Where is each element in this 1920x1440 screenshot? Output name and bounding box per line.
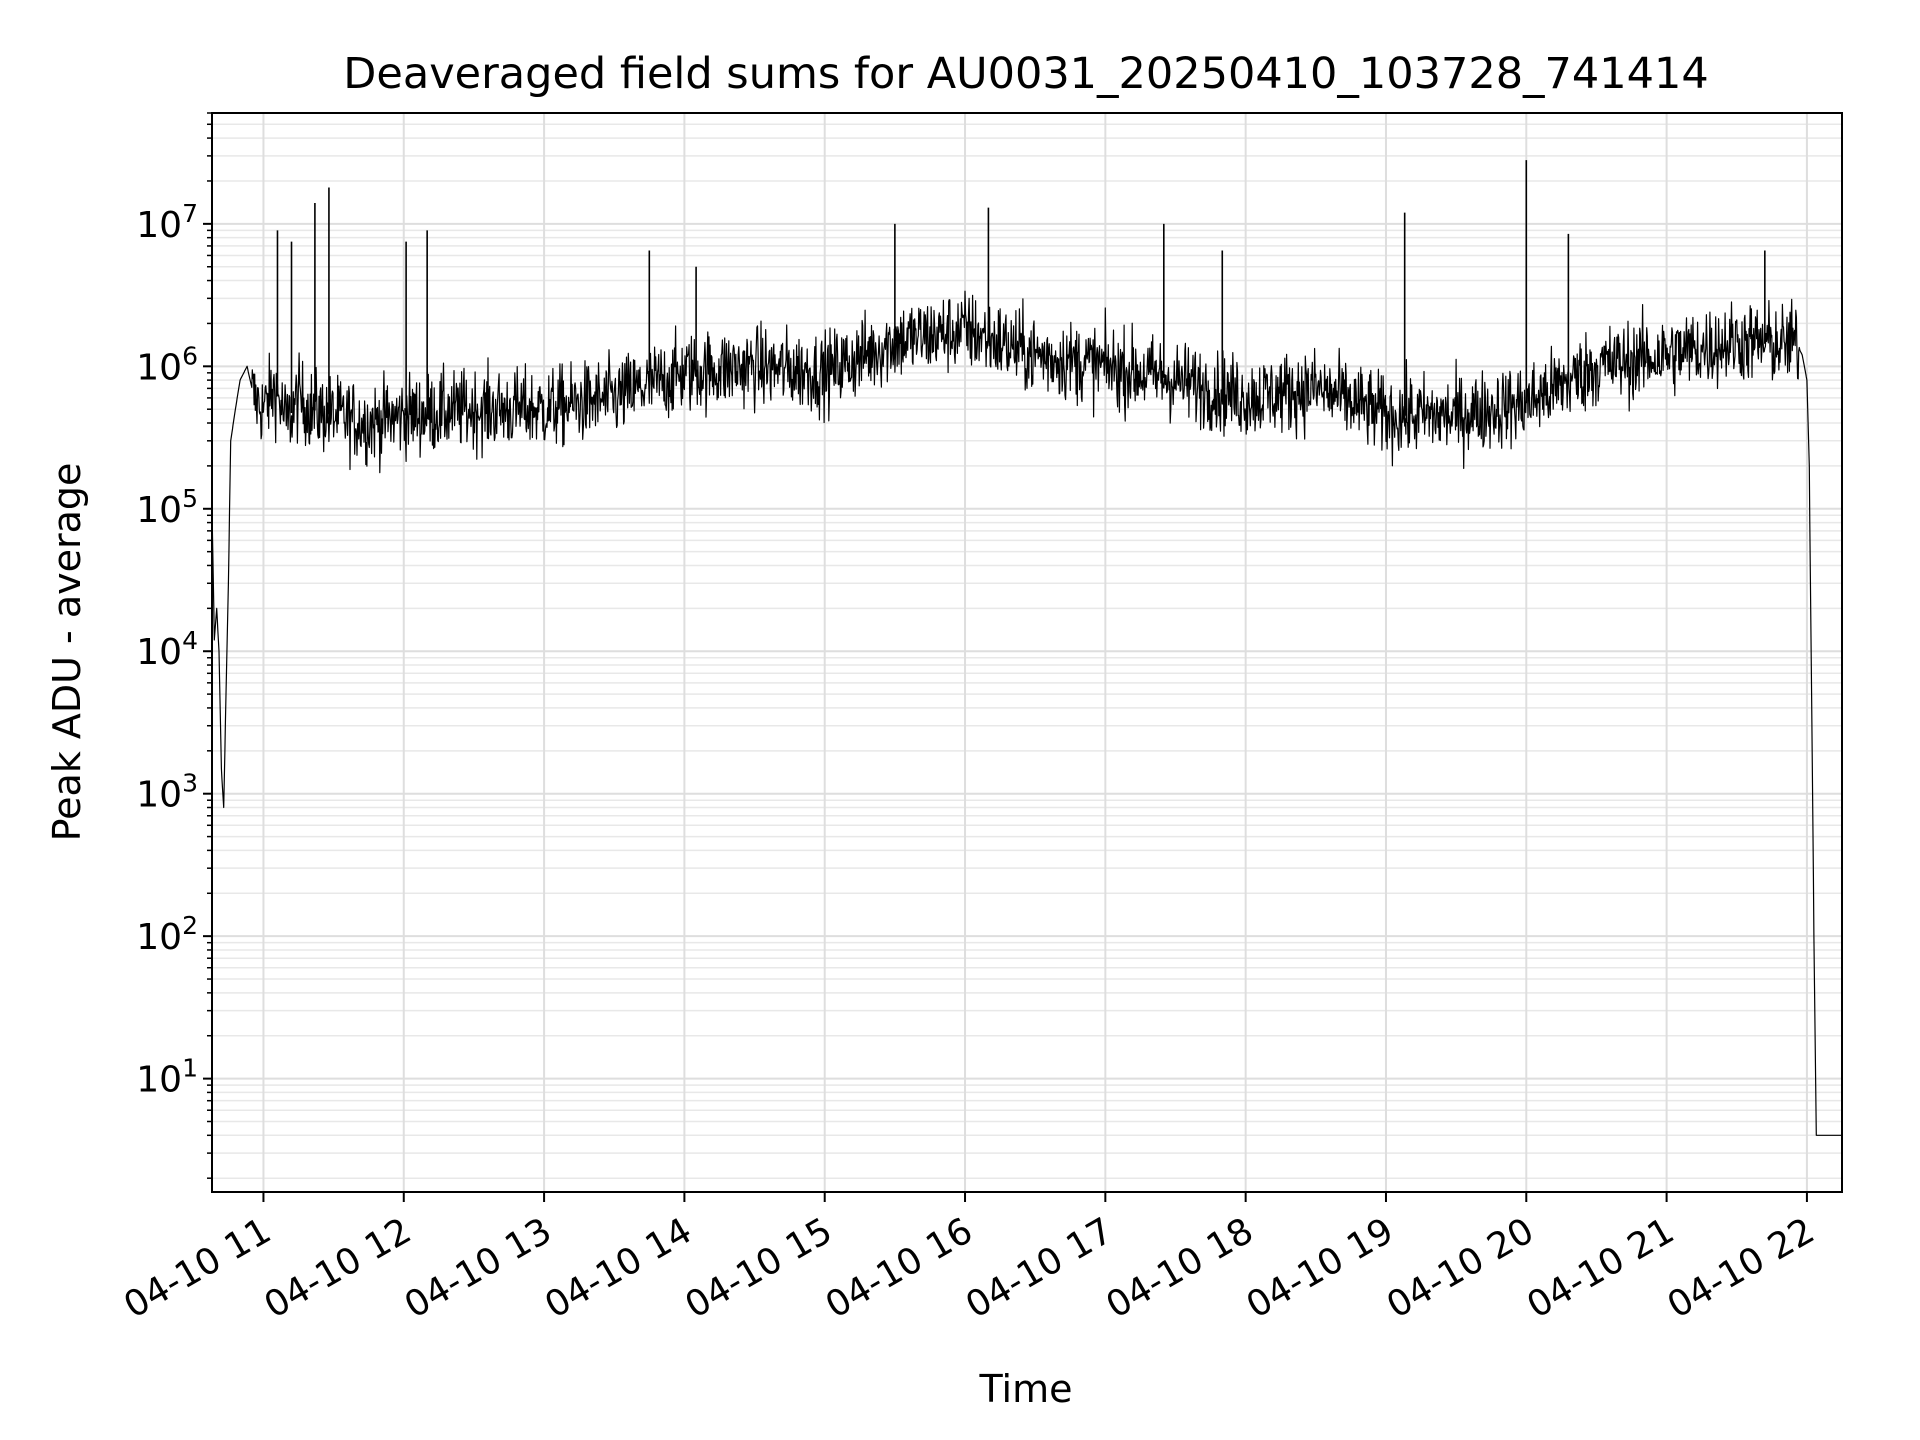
y-tick-exponent: 2 (182, 911, 198, 940)
y-tick-label: 101 (136, 1054, 198, 1101)
y-tick-exponent: 1 (182, 1054, 198, 1083)
y-tick-exponent: 5 (182, 484, 198, 513)
y-tick-exponent: 7 (182, 199, 198, 228)
y-tick-base: 10 (136, 1060, 182, 1101)
y-tick-exponent: 3 (182, 769, 198, 798)
grid (212, 112, 1842, 1192)
plot-frame (211, 112, 1843, 1193)
y-tick-label: 102 (136, 911, 198, 958)
series-line (211, 290, 1842, 1136)
y-tick-exponent: 6 (182, 341, 198, 370)
chart-title: Deaveraged field sums for AU0031_2025041… (343, 49, 1708, 99)
series-line-group (211, 160, 1842, 1136)
y-tick-base: 10 (136, 775, 182, 816)
y-tick-base: 10 (136, 917, 182, 958)
y-tick-label: 104 (136, 626, 198, 673)
y-tick-base: 10 (136, 347, 182, 388)
y-tick-label: 103 (136, 769, 198, 816)
x-axis-label: Time (979, 1367, 1073, 1411)
y-tick-base: 10 (136, 490, 182, 531)
y-tick-label: 105 (136, 484, 198, 531)
y-tick-base: 10 (136, 205, 182, 246)
y-tick-label: 107 (136, 199, 198, 246)
y-tick-exponent: 4 (182, 626, 198, 655)
y-tick-base: 10 (136, 632, 182, 673)
y-axis-label: Peak ADU - average (45, 463, 89, 842)
y-tick-label: 106 (136, 341, 198, 388)
